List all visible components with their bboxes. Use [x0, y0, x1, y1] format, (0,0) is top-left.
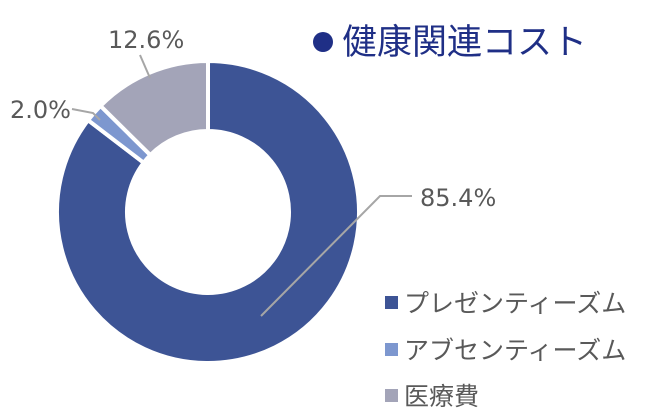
legend-item-absenteeism: アブセンティーズム — [385, 336, 626, 365]
legend-label-presenteeism: プレゼンティーズム — [404, 289, 626, 318]
leader-lines — [71, 54, 412, 317]
legend-item-medical: 医療費 — [385, 382, 479, 411]
data-label-medical: 12.6% — [108, 26, 184, 54]
data-labels: 85.4% 2.0% 12.6% — [10, 26, 496, 212]
data-label-absenteeism: 2.0% — [10, 96, 71, 124]
leader-line-presenteeism — [260, 195, 412, 317]
donut-slices — [55, 58, 361, 365]
leader-line-medical — [139, 54, 151, 79]
legend-swatch-presenteeism — [385, 296, 398, 309]
slice-medical — [97, 58, 210, 158]
data-label-presenteeism: 85.4% — [420, 184, 496, 212]
legend-swatch-medical — [385, 389, 398, 402]
legend-swatch-absenteeism — [385, 343, 398, 356]
legend-label-medical: 医療費 — [404, 382, 479, 411]
leader-line-absenteeism — [71, 108, 101, 121]
legend-label-absenteeism: アブセンティーズム — [404, 336, 626, 365]
title-bullet-icon — [313, 32, 333, 52]
slice-presenteeism — [55, 58, 361, 365]
legend-item-presenteeism: プレゼンティーズム — [385, 289, 626, 318]
chart-title-text: 健康関連コスト — [342, 23, 587, 63]
legend: プレゼンティーズム アブセンティーズム 医療費 — [385, 289, 626, 411]
chart-title: 健康関連コスト — [313, 23, 587, 63]
